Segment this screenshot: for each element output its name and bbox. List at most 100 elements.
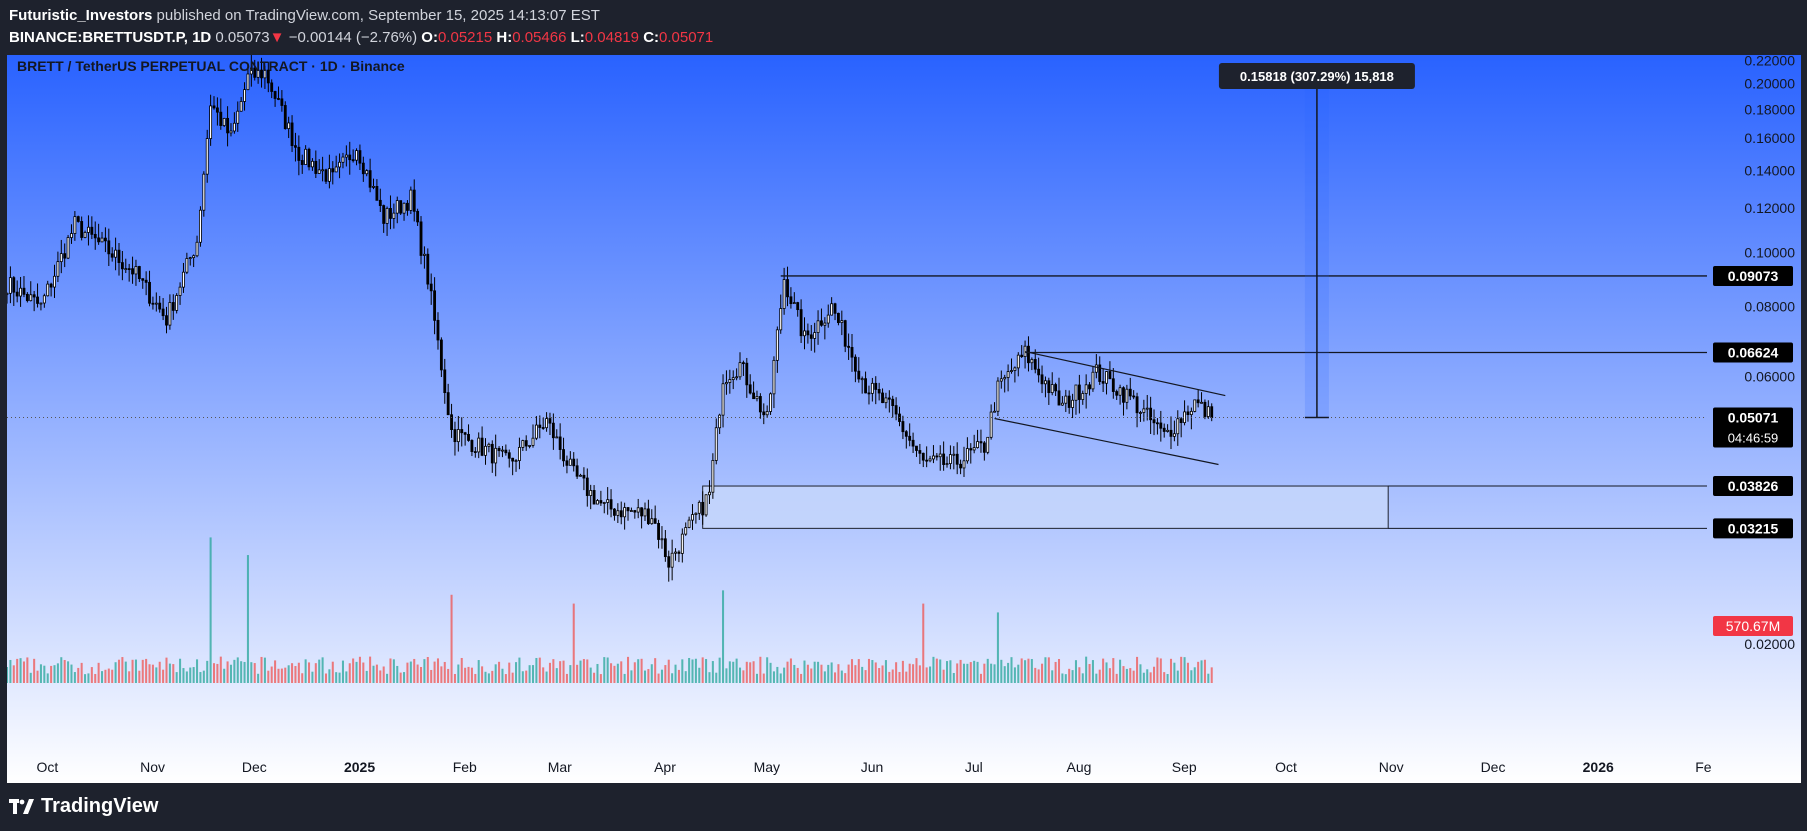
volume-bar: [1024, 660, 1027, 683]
candle-body: [429, 283, 433, 292]
volume-bar: [128, 671, 131, 683]
volume-bar: [345, 671, 348, 683]
volume-bar: [263, 657, 266, 683]
candle-body: [826, 314, 830, 324]
candle-body: [12, 277, 16, 293]
candle-body: [965, 448, 969, 462]
candle-body: [653, 518, 657, 524]
volume-bar: [131, 659, 134, 683]
candle-body: [558, 436, 562, 450]
volume-bar: [884, 660, 887, 683]
candle-body: [741, 362, 745, 365]
candle-body: [599, 500, 603, 504]
open-label: O:: [421, 29, 438, 46]
candle-body: [775, 329, 779, 361]
volume-bar: [134, 659, 137, 683]
volume-bar: [867, 658, 870, 683]
volume-bar: [749, 662, 752, 683]
volume-bar: [233, 659, 236, 683]
footer-bar: TradingView: [0, 783, 1807, 831]
chart-pane[interactable]: 0.22000 0.20000 0.18000 0.16000 0.14000 0.120…: [7, 55, 1801, 783]
volume-bar: [511, 672, 514, 683]
candle-body: [728, 379, 732, 383]
candle-body: [1077, 384, 1081, 400]
candle-body: [42, 295, 46, 304]
candle-body: [657, 522, 660, 540]
volume-bar: [922, 603, 925, 683]
volume-bar: [1000, 659, 1003, 683]
candle-body: [799, 309, 803, 337]
candle-body: [182, 271, 185, 288]
candle-body: [287, 122, 291, 129]
volume-bar: [786, 661, 789, 683]
volume-bar: [817, 661, 820, 683]
candle-body: [969, 448, 973, 451]
price-label-zone-top-bg: [1713, 476, 1793, 497]
candle-body: [833, 303, 837, 314]
candle-body: [962, 460, 966, 469]
volume-bar: [124, 661, 127, 683]
volume-bar: [915, 658, 918, 683]
candle-body: [1033, 359, 1037, 370]
volume-bar: [216, 663, 219, 683]
volume-bar: [742, 670, 745, 683]
candle-body: [1139, 412, 1142, 414]
volume-bar: [111, 669, 114, 683]
candle-body: [93, 233, 97, 239]
volume-bar: [962, 663, 966, 683]
candle-body: [619, 510, 623, 518]
candle-body: [840, 320, 844, 323]
candle-body: [1057, 390, 1061, 406]
candle-body: [1044, 380, 1047, 385]
volume-bar: [925, 667, 928, 683]
author-name[interactable]: Futuristic_Investors: [9, 7, 153, 24]
candle-body: [725, 382, 728, 385]
volume-bar: [1071, 670, 1074, 683]
volume-bar: [718, 657, 721, 683]
candle-body: [1081, 393, 1085, 400]
candle-body: [663, 538, 667, 558]
volume-bar: [854, 665, 857, 683]
volume-bar: [603, 657, 606, 683]
candle-body: [894, 405, 898, 415]
candle-body: [1193, 399, 1197, 412]
candle-body: [368, 170, 372, 188]
symbol-label[interactable]: BINANCE:BRETTUSDT.P, 1D: [9, 29, 212, 46]
candle-body: [453, 429, 457, 443]
volume-bar: [755, 673, 758, 683]
candle-body: [372, 186, 375, 188]
volume-bar: [274, 660, 277, 683]
volume-bar: [1041, 663, 1044, 683]
candle-body: [344, 154, 348, 158]
volume-bar: [1054, 661, 1057, 683]
candle-body: [1040, 374, 1044, 385]
candle-body: [161, 308, 165, 317]
volume-bar: [864, 670, 867, 683]
volume-bar: [43, 665, 46, 683]
candle-body: [487, 443, 491, 447]
volume-bar: [491, 670, 494, 683]
candle-body: [1084, 384, 1088, 394]
volume-bar: [823, 671, 826, 683]
volume-bar: [806, 664, 809, 683]
volume-bar: [294, 666, 297, 683]
tradingview-logo-icon: [9, 798, 34, 814]
volume-bar: [352, 658, 355, 683]
chart-canvas[interactable]: 0.22000 0.20000 0.18000 0.16000 0.14000 0.120…: [7, 55, 1801, 783]
candle-body: [820, 320, 823, 326]
volume-bar: [56, 663, 59, 683]
volume-bar: [1119, 659, 1122, 683]
tradingview-logo[interactable]: TradingView: [9, 795, 158, 818]
volume-bar: [895, 662, 898, 683]
volume-bar: [728, 661, 731, 683]
volume-bar: [1010, 657, 1013, 683]
volume-bar: [185, 671, 188, 683]
candle-body: [579, 474, 582, 477]
candle-body: [908, 435, 912, 441]
candle-body: [1189, 411, 1193, 415]
candle-body: [850, 346, 854, 358]
volume-bar: [409, 661, 412, 683]
volume-bar: [677, 669, 680, 683]
candle-body: [1115, 391, 1119, 396]
candle-body: [1088, 384, 1091, 390]
